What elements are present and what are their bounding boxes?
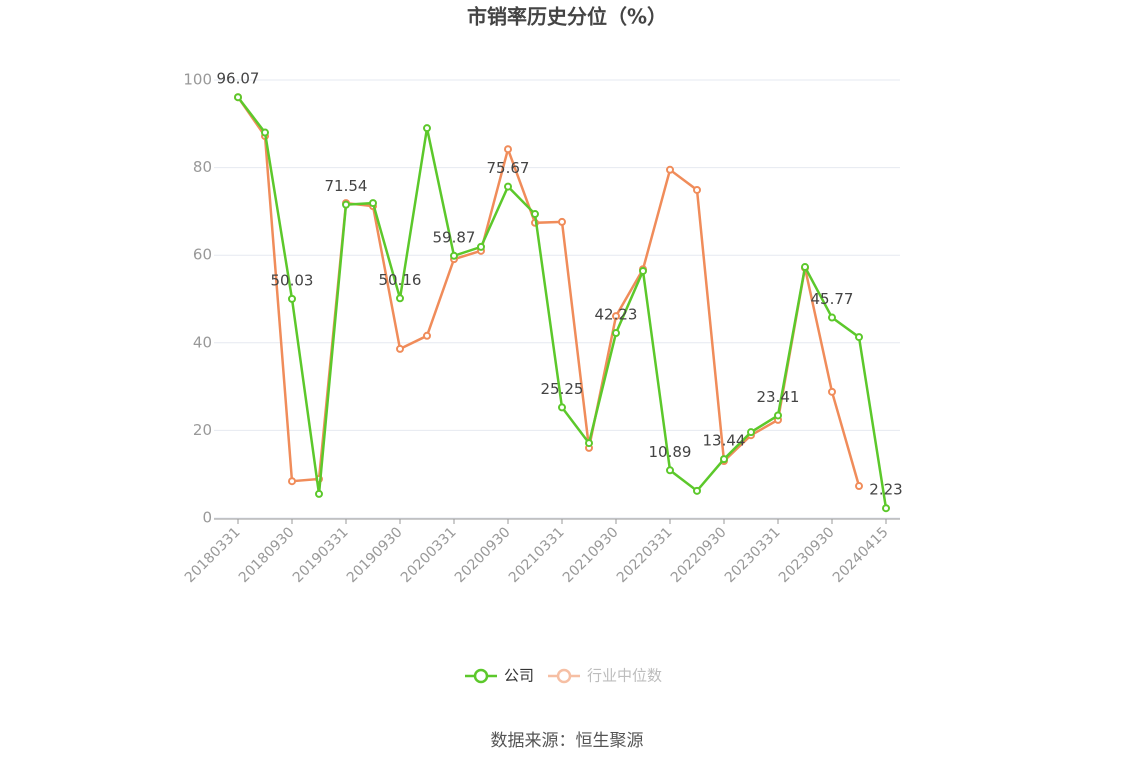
data-label: 71.54 — [325, 177, 368, 195]
data-label: 75.67 — [487, 159, 530, 177]
data-label: 13.44 — [703, 432, 746, 450]
point — [423, 124, 431, 133]
x-tick-label: 20180930 — [236, 524, 298, 586]
y-tick-label: 0 — [202, 509, 212, 527]
legend-marker — [473, 668, 489, 684]
point — [585, 439, 593, 448]
y-tick-label: 100 — [183, 71, 212, 89]
point — [261, 128, 269, 137]
point — [855, 333, 863, 342]
legend-label: 公司 — [504, 667, 534, 685]
point — [828, 387, 836, 396]
data-label: 25.25 — [541, 380, 584, 398]
x-tick-label: 20240415 — [830, 524, 892, 586]
data-label: 59.87 — [433, 228, 476, 246]
point — [477, 242, 485, 251]
source-note: 数据来源：恒生聚源 — [491, 731, 644, 751]
x-tick-label: 20190331 — [290, 524, 352, 586]
data-label: 96.07 — [217, 70, 260, 88]
point — [774, 411, 782, 420]
point — [504, 145, 512, 154]
chart-title: 市销率历史分位（%） — [467, 5, 667, 29]
point — [315, 489, 323, 498]
y-tick-label: 80 — [193, 158, 212, 176]
x-tick-label: 20190930 — [344, 524, 406, 586]
point — [882, 504, 890, 513]
point — [288, 477, 296, 486]
point — [666, 466, 674, 475]
point — [450, 251, 458, 260]
legend-marker — [556, 668, 572, 684]
data-label: 23.41 — [757, 388, 800, 406]
legend-item[interactable]: 公司 — [465, 667, 534, 685]
point — [396, 344, 404, 353]
point — [288, 294, 296, 303]
x-tick-label: 20180331 — [182, 524, 244, 586]
point — [342, 200, 350, 209]
point — [801, 263, 809, 272]
data-label: 2.23 — [869, 481, 902, 499]
point — [855, 482, 863, 491]
x-tick-label: 20230331 — [722, 524, 784, 586]
data-label: 45.77 — [811, 290, 854, 308]
point — [747, 428, 755, 437]
data-label: 50.16 — [379, 271, 422, 289]
data-label: 42.23 — [595, 306, 638, 324]
legend-item[interactable]: 行业中位数 — [548, 667, 662, 685]
point — [693, 185, 701, 194]
legend-label: 行业中位数 — [587, 667, 662, 685]
point — [612, 312, 620, 321]
x-tick-label: 20200331 — [398, 524, 460, 586]
x-tick-label: 20210930 — [560, 524, 622, 586]
point — [612, 329, 620, 338]
y-tick-label: 20 — [193, 421, 212, 439]
point — [369, 199, 377, 208]
x-tick-label: 20200930 — [452, 524, 514, 586]
point — [531, 210, 539, 219]
point — [828, 313, 836, 322]
series-line — [236, 96, 861, 487]
point — [558, 403, 566, 412]
point — [639, 266, 647, 275]
y-tick-label: 60 — [193, 246, 212, 264]
x-tick-label: 20210331 — [506, 524, 568, 586]
point — [396, 294, 404, 303]
point — [666, 165, 674, 174]
y-tick-label: 40 — [193, 333, 212, 351]
point — [423, 331, 431, 340]
point — [558, 217, 566, 226]
x-tick-label: 20220930 — [668, 524, 730, 586]
x-tick-label: 20220331 — [614, 524, 676, 586]
data-label: 10.89 — [649, 443, 692, 461]
point — [693, 486, 701, 495]
point — [234, 93, 242, 102]
point — [504, 182, 512, 191]
point — [720, 455, 728, 464]
data-label: 50.03 — [271, 271, 314, 289]
x-tick-label: 20230930 — [776, 524, 838, 586]
